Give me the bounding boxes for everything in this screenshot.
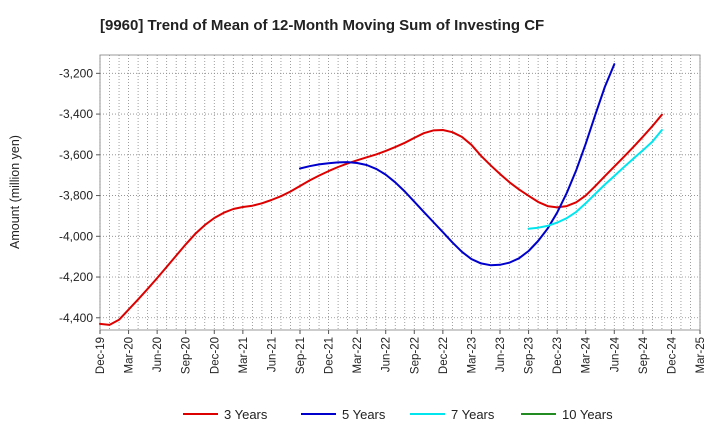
x-tick-label: Sep-22 [409,337,421,374]
x-tick-label: Dec-22 [438,337,450,374]
y-tick-label: -3,200 [59,66,93,80]
x-tick-label: Jun-20 [152,337,164,372]
x-tick-label: Jun-22 [381,337,393,372]
x-tick-label: Dec-23 [552,337,564,374]
x-tick-label: Dec-20 [209,337,221,374]
series-line-3-years [99,113,663,326]
series-lines [99,63,663,326]
plot-area [99,54,701,331]
y-tick-label: -3,600 [59,148,93,162]
x-tick-label: Mar-22 [352,337,364,373]
series-line-5-years [299,63,616,267]
legend-label-3-years: 3 Years [224,407,268,422]
x-tick-label: Sep-23 [524,337,536,374]
x-tick-label: Mar-23 [466,337,478,373]
legend-label-10-years: 10 Years [562,407,613,422]
legend: 3 Years 5 Years 7 Years 10 Years [183,407,613,422]
x-tick-label: Dec-19 [95,337,107,374]
x-tick-label: Jun-23 [495,337,507,372]
y-tick-label: -3,800 [59,189,93,203]
x-tick-label: Sep-20 [181,337,193,374]
x-tick-label: Mar-21 [238,337,250,373]
x-tick-label: Jun-24 [609,336,621,372]
legend-label-5-years: 5 Years [342,407,386,422]
y-axis: -3,200 -3,400 -3,600 -3,800 -4,000 -4,200 -4,4… [59,66,100,325]
chart-title: [9960] Trend of Mean of 12-Month Moving … [100,17,544,34]
x-axis: Dec-19 Mar-20 Jun-20 Sep-20 Dec-20 Mar-21 Jun-… [95,330,707,374]
y-tick-label: -4,000 [59,229,93,243]
y-tick-label: -4,200 [59,270,93,284]
x-tick-label: Sep-24 [638,336,650,374]
x-tick-label: Dec-21 [324,337,336,374]
y-axis-label: Amount (million yen) [8,135,22,249]
x-tick-label: Mar-24 [581,336,593,373]
legend-label-7-years: 7 Years [451,407,495,422]
series-line-7-years [527,129,663,230]
y-tick-label: -4,400 [59,311,93,325]
x-tick-label: Jun-21 [266,337,278,372]
x-tick-label: Mar-20 [124,337,136,373]
x-tick-label: Mar-25 [695,337,707,373]
x-tick-label: Dec-24 [666,336,678,374]
x-tick-label: Sep-21 [295,337,307,374]
grid [99,55,701,330]
y-tick-label: -3,400 [59,107,93,121]
